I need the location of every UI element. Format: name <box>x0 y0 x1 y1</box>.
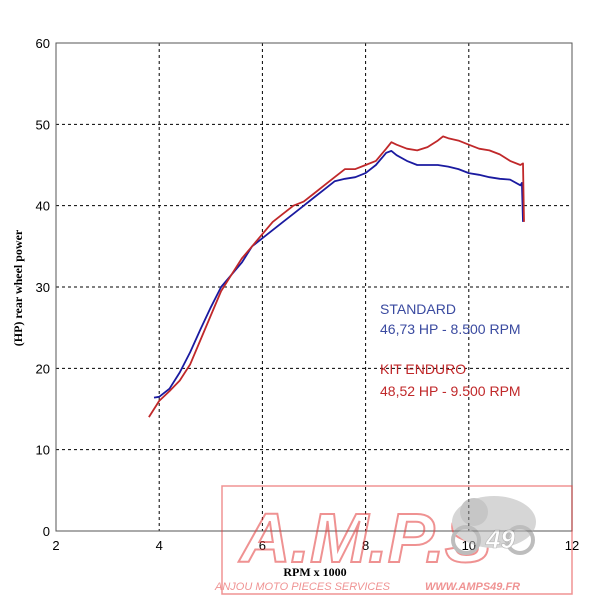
watermark-logo: A.M.P.S <box>238 499 492 577</box>
y-tick-label: 50 <box>36 117 50 132</box>
x-tick-label: 6 <box>259 538 266 553</box>
motorcycle-rider-icon <box>451 496 536 555</box>
y-axis-label: (HP) rear wheel power <box>11 229 25 346</box>
x-tick-label: 2 <box>52 538 59 553</box>
amps-watermark: A.M.P.S 49 ANJOU MOTO PIECES SERVICES WW… <box>214 485 573 595</box>
annotation-standard-label: STANDARD <box>380 301 456 317</box>
watermark-website: WWW.AMPS49.FR <box>425 581 520 593</box>
plot-frame <box>55 42 573 532</box>
series-line-kit-enduro <box>148 135 525 418</box>
y-tick-label: 0 <box>43 524 50 539</box>
annotation-kit-enduro-value: 48,52 HP - 9.500 RPM <box>380 383 521 399</box>
watermark-frame <box>221 485 573 595</box>
y-tick-label: 30 <box>36 280 50 295</box>
y-tick-label: 20 <box>36 361 50 376</box>
x-axis-label: RPM x 1000 <box>283 565 346 579</box>
y-tick-label: 40 <box>36 199 50 214</box>
watermark-tagline: ANJOU MOTO PIECES SERVICES <box>214 581 391 593</box>
grid-lines <box>56 43 572 531</box>
annotations: STANDARD 46,73 HP - 8.500 RPM KIT ENDURO… <box>380 301 521 399</box>
y-tick-label: 10 <box>36 443 50 458</box>
x-tick-label: 4 <box>156 538 163 553</box>
y-tick-label: 60 <box>36 36 50 51</box>
annotation-kit-enduro-label: KIT ENDURO <box>380 361 466 377</box>
watermark-badge: 49 <box>485 524 515 554</box>
annotation-standard-value: 46,73 HP - 8.500 RPM <box>380 321 521 337</box>
series-lines <box>148 135 525 418</box>
x-tick-label: 8 <box>362 538 369 553</box>
series-line-standard <box>153 149 524 399</box>
